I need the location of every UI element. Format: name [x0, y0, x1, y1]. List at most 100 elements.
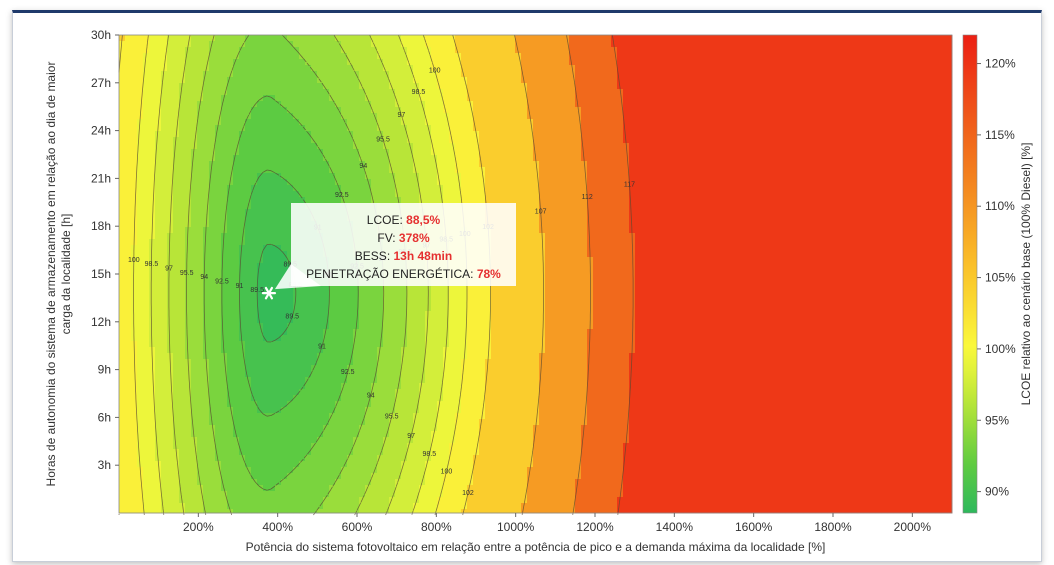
heatmap-cell: [245, 431, 252, 438]
heatmap-cell: [359, 71, 366, 78]
heatmap-cell: [329, 341, 336, 348]
heatmap-cell: [281, 269, 288, 276]
heatmap-cell: [149, 497, 156, 504]
heatmap-cell: [407, 335, 414, 342]
heatmap-cell: [413, 137, 420, 144]
heatmap-cell: [443, 335, 450, 342]
heatmap-cell: [425, 341, 432, 348]
heatmap-cell: [179, 41, 186, 48]
heatmap-cell: [473, 461, 480, 468]
heatmap-cell: [119, 71, 126, 78]
heatmap-cell: [287, 107, 294, 114]
heatmap-cell: [335, 479, 342, 486]
heatmap-cell: [185, 467, 192, 474]
heatmap-cell: [443, 455, 450, 462]
heatmap-cell: [311, 455, 318, 462]
heatmap-cell: [317, 167, 324, 174]
heatmap-cell: [251, 221, 258, 228]
heatmap-cell: [449, 47, 456, 54]
heatmap-cell: [353, 95, 360, 102]
heatmap-cell: [203, 395, 210, 402]
heatmap-cell: [287, 233, 294, 240]
heatmap-cell: [197, 143, 204, 150]
heatmap-cell: [479, 347, 486, 354]
heatmap-cell: [389, 299, 396, 306]
heatmap-cell: [317, 47, 324, 54]
heatmap-cell: [431, 353, 438, 360]
heatmap-cell: [365, 287, 372, 294]
heatmap-cell: [203, 389, 210, 396]
heatmap-cell: [269, 179, 276, 186]
heatmap-cell: [215, 263, 222, 270]
heatmap-cell: [305, 503, 312, 510]
heatmap-cell: [479, 461, 486, 468]
heatmap-cell: [263, 461, 270, 468]
heatmap-cell: [341, 149, 348, 156]
heatmap-cell: [191, 497, 198, 504]
heatmap-cell: [125, 149, 132, 156]
heatmap-cell: [143, 101, 150, 108]
heatmap-cell: [431, 305, 438, 312]
heatmap-cell: [461, 449, 468, 456]
heatmap-cell: [353, 185, 360, 192]
heatmap-cell: [371, 71, 378, 78]
heatmap-cell: [257, 53, 264, 60]
heatmap-cell: [389, 287, 396, 294]
heatmap-cell: [413, 383, 420, 390]
heatmap-cell: [125, 431, 132, 438]
heatmap-cell: [119, 479, 126, 486]
heatmap-cell: [359, 119, 366, 126]
heatmap-cell: [437, 449, 444, 456]
heatmap-cell: [455, 461, 462, 468]
heatmap-cell: [161, 53, 168, 60]
heatmap-cell: [221, 137, 228, 144]
heatmap-cell: [371, 479, 378, 486]
heatmap-cell: [137, 47, 144, 54]
heatmap-cell: [203, 173, 210, 180]
heatmap-cell: [239, 371, 246, 378]
heatmap-cell: [317, 119, 324, 126]
heatmap-cell: [281, 179, 288, 186]
heatmap-cell: [443, 161, 450, 168]
heatmap-cell: [185, 293, 192, 300]
heatmap-cell: [479, 143, 486, 150]
heatmap-cell: [143, 419, 150, 426]
heatmap-cell: [455, 125, 462, 132]
heatmap-cell: [173, 209, 180, 216]
heatmap-cell: [365, 347, 372, 354]
heatmap-cell: [317, 419, 324, 426]
heatmap-cell: [173, 173, 180, 180]
heatmap-cell: [275, 185, 282, 192]
heatmap-cell: [353, 503, 360, 510]
heatmap-cell: [239, 329, 246, 336]
heatmap-cell: [443, 431, 450, 438]
heatmap-cell: [203, 485, 210, 492]
heatmap-cell: [233, 389, 240, 396]
heatmap-cell: [275, 371, 282, 378]
heatmap-cell: [419, 401, 426, 408]
heatmap-cell: [437, 473, 444, 480]
heatmap-cell: [407, 455, 414, 462]
heatmap-cell: [149, 293, 156, 300]
heatmap-cell: [479, 383, 486, 390]
heatmap-cell: [143, 197, 150, 204]
heatmap-cell: [317, 389, 324, 396]
heatmap-cell: [413, 71, 420, 78]
heatmap-cell: [485, 137, 492, 144]
heatmap-cell: [167, 251, 174, 258]
heatmap-cell: [251, 377, 258, 384]
heatmap-cell: [173, 257, 180, 264]
heatmap-cell: [455, 293, 462, 300]
heatmap-cell: [233, 323, 240, 330]
heatmap-cell: [161, 101, 168, 108]
heatmap-cell: [161, 281, 168, 288]
heatmap-cell: [251, 329, 258, 336]
heatmap-cell: [191, 455, 198, 462]
heatmap-cell: [293, 449, 300, 456]
heatmap-cell: [203, 305, 210, 312]
heatmap-cell: [125, 83, 132, 90]
heatmap-cell: [137, 239, 144, 246]
heatmap-cell: [461, 335, 468, 342]
heatmap-cell: [197, 215, 204, 222]
heatmap-cell: [143, 497, 150, 504]
